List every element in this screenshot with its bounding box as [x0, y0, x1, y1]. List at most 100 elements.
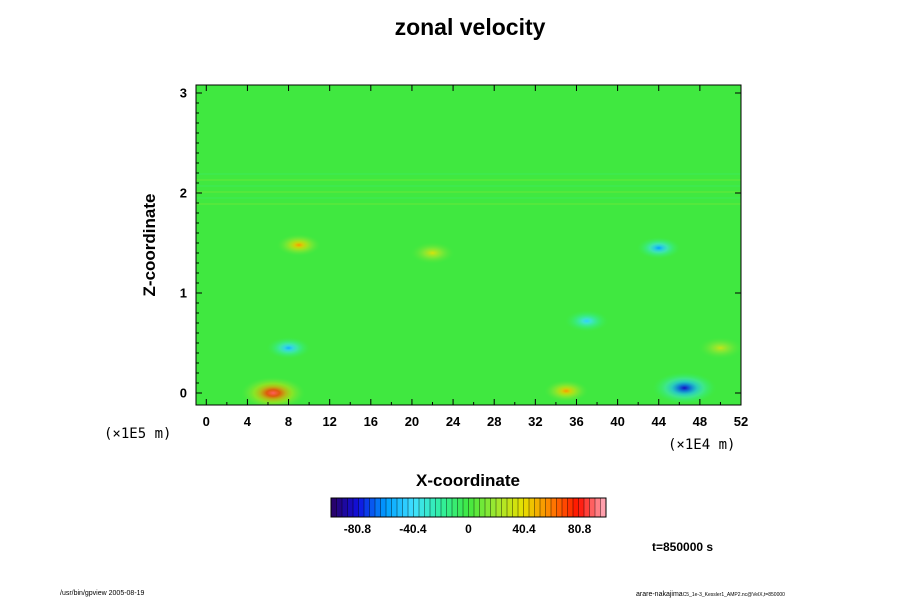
- x-tick-label: 40: [610, 414, 625, 429]
- colorbar-frame: [330, 497, 607, 518]
- colorbar-cell: [474, 498, 480, 517]
- field-feature: [241, 377, 306, 405]
- colorbar-cell: [518, 498, 524, 517]
- colorbar-cell: [347, 498, 354, 517]
- field-feature: [652, 372, 717, 404]
- colorbar-cell: [496, 498, 502, 517]
- x-tick-label: 28: [486, 414, 502, 429]
- colorbar-tick-label: 0: [465, 522, 472, 536]
- axes: [195, 84, 742, 406]
- x-tick-label: 36: [569, 414, 584, 429]
- x-tick-label: 4: [243, 414, 252, 429]
- x-tick-label: 24: [445, 414, 461, 429]
- field-feature: [410, 242, 455, 264]
- colorbar-cell: [529, 498, 535, 517]
- colorbar-cell: [468, 498, 475, 517]
- colorbar-cell: [567, 498, 574, 517]
- x-axis-label: X-coordinate: [416, 471, 520, 490]
- colorbar-cell: [463, 498, 469, 517]
- colorbar-cell: [600, 498, 607, 517]
- colorbar: [330, 497, 607, 518]
- colorbar-cell: [534, 498, 541, 517]
- colorbar-cell: [331, 498, 337, 517]
- y-tick-label: 1: [179, 285, 187, 301]
- x-tick-label: 52: [733, 414, 749, 429]
- colorbar-cell: [364, 498, 370, 517]
- colorbar-cell: [589, 498, 596, 517]
- colorbar-cell: [369, 498, 376, 517]
- x-tick-label: 32: [528, 414, 543, 429]
- colorbar-cell: [545, 498, 552, 517]
- colorbar-cell: [408, 498, 414, 517]
- y-tick-label: 2: [179, 185, 187, 201]
- field-feature: [698, 337, 741, 359]
- y-tick-label: 0: [179, 385, 187, 401]
- field-band: [196, 185, 741, 187]
- colorbar-cell: [441, 498, 447, 517]
- time-label: t=850000 s: [652, 540, 714, 554]
- colorbar-cell: [446, 498, 453, 517]
- colorbar-tick-label: -40.4: [399, 522, 427, 536]
- colorbar-cell: [501, 498, 508, 517]
- colorbar-cell: [336, 498, 343, 517]
- footer-right-small: C5_1e-3_Kessler1_AMP2.nc@VelX,t=850000: [682, 592, 785, 598]
- field-feature: [544, 380, 589, 402]
- colorbar-cell: [578, 498, 585, 517]
- colorbar-cell: [457, 498, 464, 517]
- y-scale-label: (×1E5 m): [104, 426, 172, 442]
- footer-right-main: arare-nakajima: [636, 591, 683, 598]
- footer-left: /usr/bin/gpview 2005-08-19: [60, 590, 145, 597]
- colorbar-cell: [479, 498, 486, 517]
- colorbar-tick-label: 40.4: [512, 522, 536, 536]
- x-tick-label: 44: [651, 414, 666, 429]
- x-scale-label: (×1E4 m): [668, 437, 736, 453]
- colorbar-tick-label: 80.8: [567, 522, 592, 536]
- colorbar-cell: [419, 498, 425, 517]
- colorbar-cell: [485, 498, 491, 517]
- colorbar-cell: [430, 498, 436, 517]
- x-tick-label: 12: [322, 414, 337, 429]
- colorbar-cell: [402, 498, 409, 517]
- footer-right: arare-nakajimaC5_1e-3_Kessler1_AMP2.nc@V…: [636, 591, 785, 598]
- colorbar-cell: [540, 498, 546, 517]
- colorbar-cell: [375, 498, 381, 517]
- colorbar-cell: [595, 498, 601, 517]
- colorbar-cell: [551, 498, 557, 517]
- colorbar-cell: [391, 498, 398, 517]
- colorbar-cell: [573, 498, 579, 517]
- colorbar-cell: [342, 498, 348, 517]
- x-tick-label: 48: [692, 414, 708, 429]
- field-band: [196, 191, 741, 193]
- colorbar-cell: [512, 498, 519, 517]
- colorbar-cell: [435, 498, 442, 517]
- x-tick-label: 16: [363, 414, 379, 429]
- colorbar-cell: [556, 498, 563, 517]
- colorbar-cell: [490, 498, 497, 517]
- chart-title: zonal velocity: [394, 14, 546, 40]
- x-tick-label: 0: [202, 414, 210, 429]
- field-feature: [266, 337, 311, 359]
- field-band: [196, 197, 741, 199]
- colorbar-cell: [452, 498, 458, 517]
- colorbar-cell: [584, 498, 590, 517]
- colorbar-cell: [424, 498, 431, 517]
- field-band: [196, 173, 741, 175]
- colorbar-cell: [562, 498, 568, 517]
- colorbar-cell: [413, 498, 420, 517]
- field-feature: [276, 234, 321, 256]
- colorbar-tick-label: -80.8: [343, 522, 372, 536]
- colorbar-cell: [386, 498, 392, 517]
- field-feature: [636, 237, 681, 259]
- colorbar-cell: [507, 498, 513, 517]
- x-tick-label: 20: [404, 414, 420, 429]
- plot-frame: [195, 84, 742, 406]
- plot-area: [196, 85, 741, 405]
- colorbar-cell: [380, 498, 387, 517]
- colorbar-cell: [358, 498, 365, 517]
- colorbar-cell: [523, 498, 530, 517]
- colorbar-cell: [397, 498, 403, 517]
- x-tick-label: 8: [284, 414, 293, 429]
- field-feature: [564, 310, 609, 332]
- y-tick-label: 3: [179, 85, 187, 101]
